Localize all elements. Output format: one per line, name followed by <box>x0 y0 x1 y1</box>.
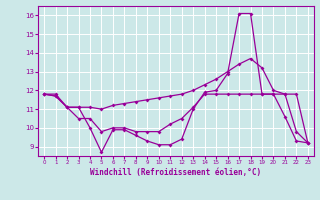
X-axis label: Windchill (Refroidissement éolien,°C): Windchill (Refroidissement éolien,°C) <box>91 168 261 177</box>
